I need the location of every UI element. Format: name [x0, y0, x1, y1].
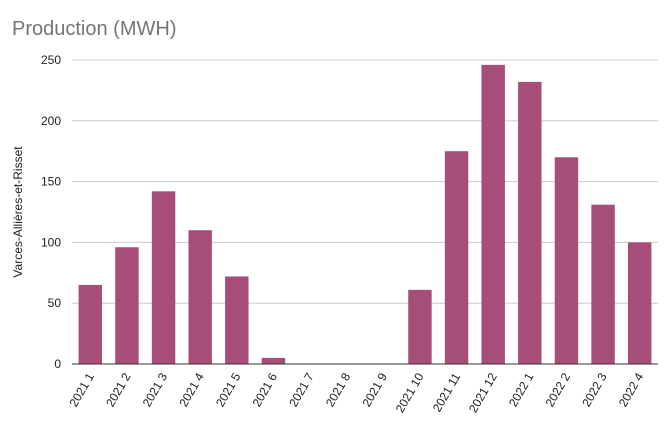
- bar: [78, 284, 103, 364]
- x-tick-label: 2021 1: [66, 370, 97, 409]
- bar: [261, 357, 286, 364]
- x-tick-label: 2021 3: [140, 370, 171, 409]
- y-tick-label: 100: [41, 235, 61, 249]
- x-tick-labels: 2021 1 2021 2 2021 3 2021 4 2021 5 2021 6 2021…: [66, 370, 646, 415]
- x-tick-label: 2021 9: [359, 370, 390, 409]
- bar: [408, 289, 432, 364]
- y-tick-label: 0: [54, 357, 61, 371]
- x-tick-label: 2021 5: [213, 370, 244, 409]
- x-tick-label: 2021 10: [393, 370, 427, 415]
- x-tick-label: 2022 4: [616, 370, 647, 409]
- bar: [481, 64, 505, 364]
- bar: [627, 242, 652, 364]
- x-tick-label: 2021 4: [176, 370, 207, 409]
- bar: [518, 81, 542, 364]
- bar: [151, 191, 176, 364]
- y-tick-label: 50: [48, 296, 62, 310]
- chart-title: Production (MWH): [12, 18, 177, 40]
- x-tick-label: 2022 3: [579, 370, 610, 409]
- bar: [188, 230, 212, 364]
- bar: [591, 204, 615, 364]
- bars: [78, 64, 652, 364]
- x-tick-label: 2021 11: [430, 370, 464, 414]
- x-tick-label: 2021 7: [286, 370, 317, 409]
- y-tick-label: 150: [41, 175, 61, 189]
- bar: [554, 157, 579, 364]
- x-tick-label: 2021 2: [103, 370, 134, 409]
- bar: [115, 247, 139, 364]
- bar: [225, 276, 249, 364]
- x-tick-label: 2021 8: [323, 370, 354, 409]
- y-tick-label: 200: [41, 114, 61, 128]
- y-tick-labels: 0 50 100 150 200 250: [41, 53, 61, 371]
- y-axis-title: Varces-Allières-et-Risset: [11, 146, 25, 278]
- x-tick-label: 2022 2: [543, 370, 574, 409]
- x-tick-label: 2021 12: [466, 370, 500, 415]
- bar: [444, 151, 469, 364]
- x-tick-label: 2021 6: [250, 370, 281, 409]
- x-tick-label: 2022 1: [506, 370, 537, 409]
- y-tick-label: 250: [41, 53, 61, 67]
